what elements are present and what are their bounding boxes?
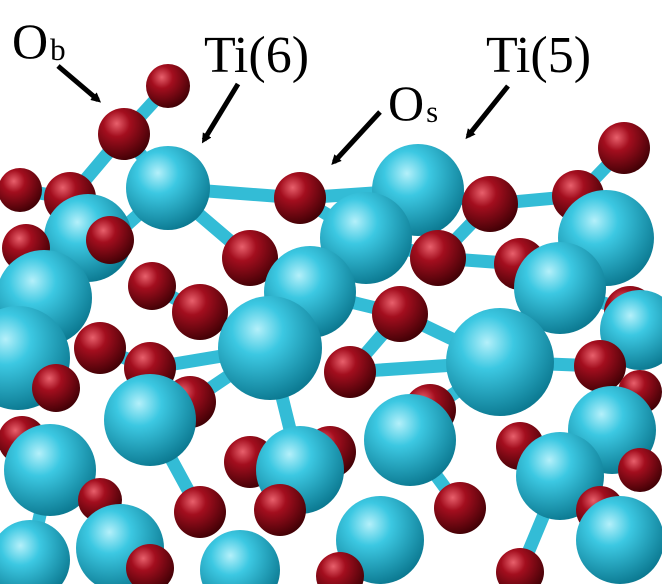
o-atom [174,486,226,538]
label-ob-main: O [12,13,49,69]
o-atom [372,286,428,342]
o-atom [146,64,190,108]
ti-atom [576,496,662,584]
ti-atom [364,394,456,486]
o-atom [32,364,80,412]
arrow-ti6 [201,82,241,144]
o-atom [74,322,126,374]
label-ob-sub: b [50,31,66,67]
label-os-main: O [388,75,425,131]
o-atom [222,230,278,286]
label-os: Os [388,75,439,131]
o-atom [128,262,176,310]
arrow-os [331,110,382,165]
ti-atom [104,374,196,466]
o-atom [618,448,662,492]
o-atom [434,482,486,534]
o-atom [324,346,376,398]
arrows-layer [56,64,510,165]
arrow-ob [56,64,102,103]
o-atom [172,284,228,340]
ti-atom [0,520,70,584]
o-atom [496,548,544,584]
o-atom [254,484,306,536]
arrow-ti5 [465,84,510,140]
o-atom [410,230,466,286]
atoms-layer [0,64,662,584]
ti-atom-ti6 [126,146,210,230]
o-atom [462,176,518,232]
o-atom [574,340,626,392]
ti-atom [514,242,606,334]
label-ti5: Ti(5) [486,27,592,84]
o-atom-ob [98,108,150,160]
o-atom [126,544,174,584]
ti-atom [200,530,280,584]
o-atom [598,122,650,174]
ti-atom-center [218,296,322,400]
o-atom [0,168,42,212]
o-atom-os [274,172,326,224]
label-ob: Ob [12,13,66,69]
o-atom [86,216,134,264]
label-ti6: Ti(6) [204,27,310,84]
ti-atom [4,424,96,516]
o-atom [316,552,364,584]
ti-atom [446,308,554,416]
label-os-sub: s [426,93,439,129]
